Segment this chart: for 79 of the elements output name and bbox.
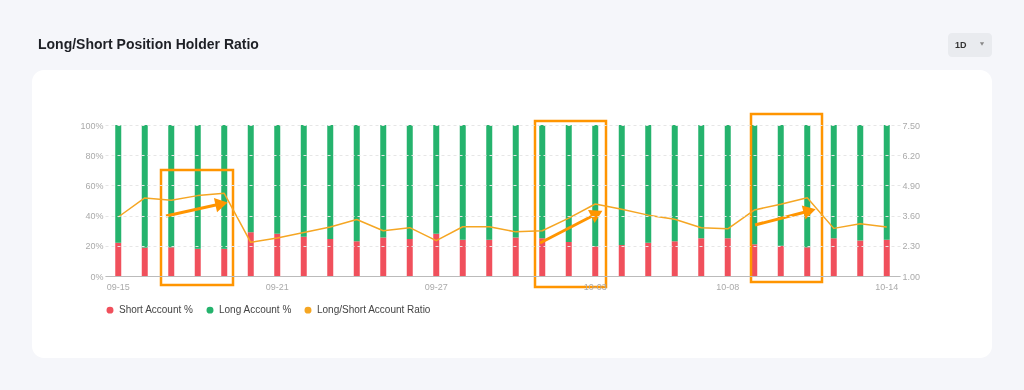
bar	[592, 246, 599, 276]
bar	[247, 232, 254, 276]
bar	[486, 125, 493, 240]
bar	[247, 125, 254, 233]
y2-tick-label: 4.90	[902, 180, 921, 191]
y-tick-label: 80%	[85, 150, 104, 161]
bar	[406, 239, 413, 276]
legend-label: Long/Short Account Ratio	[317, 304, 431, 316]
bar	[194, 125, 201, 249]
bar	[724, 125, 731, 239]
x-tick-label: 09-21	[265, 281, 289, 292]
bar	[618, 125, 625, 246]
x-tick-label: 09-15	[106, 281, 130, 292]
bar	[221, 248, 228, 276]
bar	[327, 125, 334, 240]
bar	[698, 125, 705, 239]
y2-tick-label: 1.00	[902, 271, 921, 282]
line-series	[117, 192, 888, 244]
legend-label: Long Account %	[219, 304, 292, 316]
y-tick-label: 60%	[85, 180, 104, 191]
bar	[300, 125, 307, 237]
bar	[459, 239, 466, 276]
bar	[274, 125, 281, 234]
bar	[618, 245, 625, 276]
bar	[433, 233, 440, 276]
bar	[539, 238, 546, 276]
bar	[194, 248, 201, 276]
bar	[141, 247, 148, 276]
y-tick-label: 0%	[90, 271, 104, 282]
bar	[380, 237, 387, 276]
bar	[565, 242, 572, 276]
bar	[830, 238, 837, 276]
bar	[830, 125, 837, 239]
y-tick-label: 20%	[85, 241, 104, 252]
bar	[300, 236, 307, 276]
bar	[777, 245, 784, 276]
bar	[380, 125, 387, 238]
x-tick-label: 10-14	[875, 281, 899, 292]
bar	[804, 247, 811, 276]
y-tick-label: 40%	[85, 211, 104, 222]
text: 1D	[955, 40, 968, 50]
bar	[565, 125, 572, 243]
x-tick-label: 09-27	[424, 281, 448, 292]
y2-tick-label: 6.20	[902, 150, 921, 161]
bar	[539, 125, 546, 239]
x-tick-label: 10-08	[716, 281, 740, 292]
bar	[327, 239, 334, 276]
bar	[671, 125, 678, 242]
bar	[353, 125, 360, 242]
bar	[168, 125, 175, 248]
bar	[512, 237, 519, 276]
bar	[698, 238, 705, 276]
legend-label: Short Account %	[119, 304, 194, 316]
bar	[115, 242, 122, 276]
bar	[486, 239, 493, 276]
y2-tick-label: 2.30	[902, 241, 921, 252]
bar	[724, 238, 731, 276]
bar	[645, 242, 652, 276]
y2-tick-label: 3.60	[902, 211, 921, 222]
bar	[645, 125, 652, 243]
bar	[274, 233, 281, 276]
x-tick-label: 10-03	[583, 281, 607, 292]
bar	[512, 125, 519, 238]
bar	[857, 240, 864, 276]
bar	[115, 125, 122, 243]
bar	[857, 125, 864, 241]
bar	[459, 125, 466, 240]
bar	[883, 239, 890, 276]
bar	[433, 125, 440, 234]
bar	[353, 241, 360, 276]
bar	[777, 125, 784, 246]
chart-title: Long/Short Position Holder Ratio	[38, 36, 259, 52]
bar	[406, 125, 413, 240]
bar	[141, 125, 148, 248]
bar	[883, 125, 890, 240]
y2-tick-label: 7.50	[902, 120, 921, 131]
y-tick-label: 100%	[80, 120, 104, 131]
bar	[168, 247, 175, 276]
bar	[671, 241, 678, 276]
